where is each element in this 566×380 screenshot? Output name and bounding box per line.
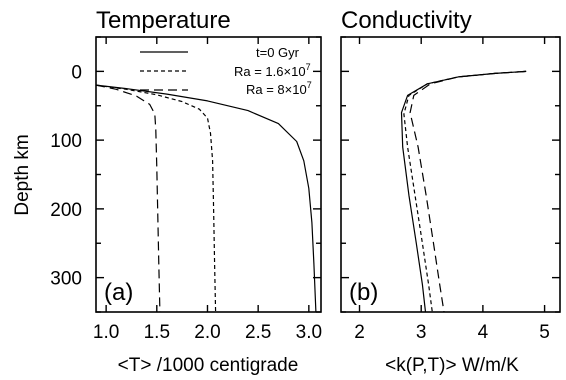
series-line-long-dash [95, 84, 161, 313]
y-axis-label: Depth km [12, 134, 33, 215]
x-tick-label: 2 [354, 322, 365, 343]
x-tick-label: 4 [478, 322, 489, 343]
x-tick-label: 2.0 [194, 322, 220, 343]
series-line-long-dash [409, 70, 527, 313]
legend-entry-2: Ra = 8×107 [246, 80, 312, 97]
y-tick-label: 100 [50, 131, 82, 152]
panel-b-xlabel: <k(P,T)> W/m/K [385, 355, 519, 376]
panel-a-series [95, 84, 317, 313]
panel-a-xlabel: <T> /1000 centigrade [118, 355, 299, 376]
y-tick-label: 300 [50, 269, 82, 290]
series-line-solid [95, 84, 317, 313]
y-tick-label: 0 [71, 62, 82, 83]
panel-a-title: Temperature [96, 7, 231, 34]
panel-b-label: (b) [349, 279, 378, 306]
panel-a-ticks: 1.0 1.5 2.0 2.5 3.0 0 100 200 300 [50, 36, 322, 343]
panel-conductivity: Conductivity 2 3 4 5 (b) <k(P,T)> W/m/K [340, 7, 561, 376]
legend-entry-1: Ra = 1.6×107 [234, 62, 311, 79]
x-tick-label: 2.5 [245, 322, 271, 343]
panel-b-ticks: 2 3 4 5 [341, 36, 560, 343]
series-line-solid [400, 70, 527, 313]
panel-a-label: (a) [104, 279, 133, 306]
x-tick-label: 3 [416, 322, 427, 343]
x-tick-label: 3.0 [296, 322, 322, 343]
x-tick-label: 1.0 [93, 322, 119, 343]
x-tick-label: 5 [539, 322, 550, 343]
y-tick-label: 200 [50, 200, 82, 221]
legend-entry-0: t=0 Gyr [256, 45, 300, 60]
series-line-short-dash [403, 70, 527, 313]
panel-b-series [400, 70, 527, 313]
legend: t=0 Gyr Ra = 1.6×107 Ra = 8×107 [140, 45, 312, 97]
x-tick-label: 1.5 [144, 322, 170, 343]
series-line-short-dash [95, 84, 217, 313]
panel-b-title: Conductivity [341, 7, 472, 34]
panel-temperature: Temperature 1.0 1.5 2.0 2.5 3.0 0 100 200 300 (a… [12, 7, 322, 376]
